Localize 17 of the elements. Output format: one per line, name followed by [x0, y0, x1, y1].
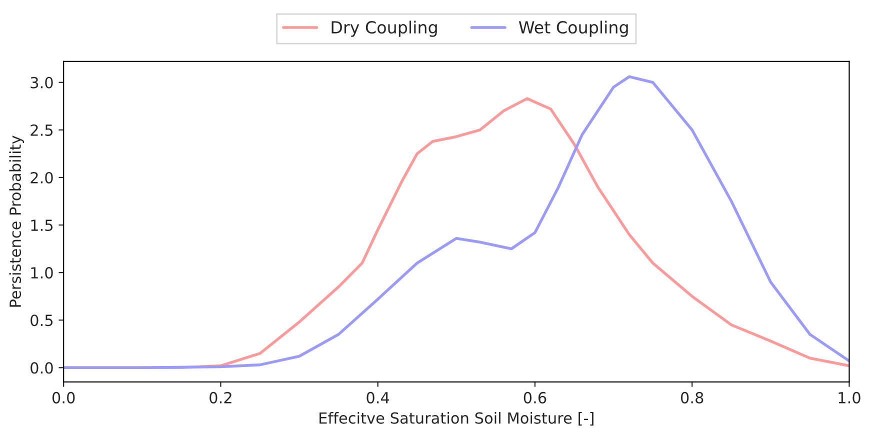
y-tick-label: 1.5	[31, 220, 53, 232]
x-tick-label: 0.2	[210, 392, 232, 404]
x-axis-title: Effecitve Saturation Soil Moisture [-]	[320, 412, 594, 426]
y-tick-label: 1.0	[31, 267, 53, 279]
legend-label: Wet Coupling	[518, 20, 628, 37]
y-tick-label: 0.0	[30, 362, 53, 374]
y-tick-label: 2.5	[30, 124, 53, 136]
x-tick-label: 0.6	[524, 392, 546, 404]
legend-label: Dry Coupling	[332, 20, 437, 37]
x-tick-label: 0.8	[680, 392, 704, 404]
x-tick-label: 0.0	[52, 392, 75, 404]
y-axis-title: Persistence Probability	[9, 136, 24, 307]
y-tick-label: 0.5	[30, 314, 53, 326]
x-tick-label: 1.0	[838, 392, 860, 404]
y-tick-label: 2.0	[30, 172, 53, 184]
x-tick-label: 0.4	[366, 392, 390, 404]
y-tick-label: 3.0	[30, 76, 53, 88]
